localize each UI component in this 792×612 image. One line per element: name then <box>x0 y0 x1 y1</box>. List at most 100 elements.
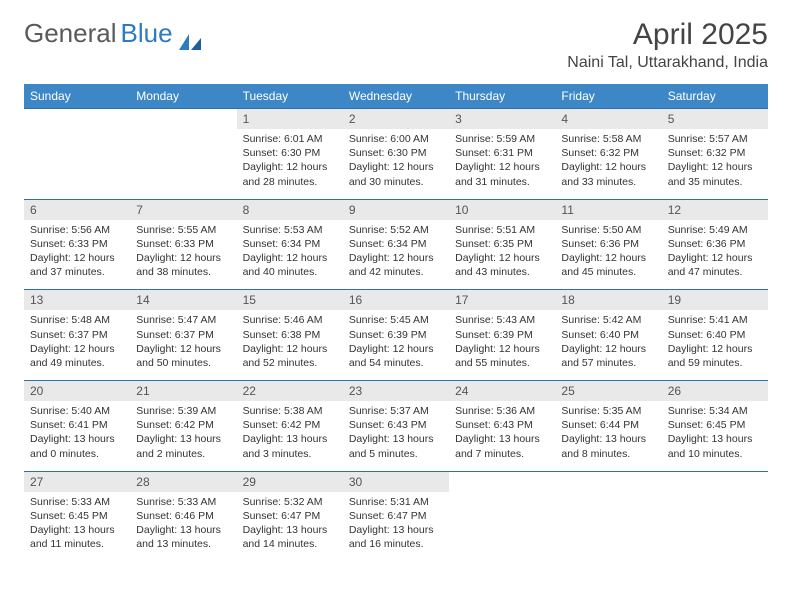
day-body: Sunrise: 5:31 AMSunset: 6:47 PMDaylight:… <box>343 492 449 562</box>
logo-text-part1: General <box>24 18 117 49</box>
sunrise-line: Sunrise: 5:32 AM <box>243 495 337 509</box>
day-cell: 13Sunrise: 5:48 AMSunset: 6:37 PMDayligh… <box>24 290 130 381</box>
day-number: 30 <box>343 472 449 492</box>
day-cell: 5Sunrise: 5:57 AMSunset: 6:32 PMDaylight… <box>662 109 768 200</box>
sunset-line: Sunset: 6:42 PM <box>136 418 230 432</box>
day-cell: 26Sunrise: 5:34 AMSunset: 6:45 PMDayligh… <box>662 381 768 472</box>
daylight-line: Daylight: 13 hours and 11 minutes. <box>30 523 124 551</box>
day-number: 10 <box>449 200 555 220</box>
sunset-line: Sunset: 6:30 PM <box>349 146 443 160</box>
sunrise-line: Sunrise: 5:48 AM <box>30 313 124 327</box>
sunrise-line: Sunrise: 5:58 AM <box>561 132 655 146</box>
day-body <box>24 115 130 173</box>
daylight-line: Daylight: 12 hours and 35 minutes. <box>668 160 762 188</box>
daylight-line: Daylight: 13 hours and 8 minutes. <box>561 432 655 460</box>
day-number: 26 <box>662 381 768 401</box>
day-cell: 21Sunrise: 5:39 AMSunset: 6:42 PMDayligh… <box>130 381 236 472</box>
daylight-line: Daylight: 12 hours and 45 minutes. <box>561 251 655 279</box>
sunset-line: Sunset: 6:47 PM <box>243 509 337 523</box>
day-body: Sunrise: 5:50 AMSunset: 6:36 PMDaylight:… <box>555 220 661 290</box>
day-number: 17 <box>449 290 555 310</box>
day-cell: 20Sunrise: 5:40 AMSunset: 6:41 PMDayligh… <box>24 381 130 472</box>
day-cell: 9Sunrise: 5:52 AMSunset: 6:34 PMDaylight… <box>343 199 449 290</box>
sunrise-line: Sunrise: 5:57 AM <box>668 132 762 146</box>
daylight-line: Daylight: 12 hours and 37 minutes. <box>30 251 124 279</box>
daylight-line: Daylight: 12 hours and 30 minutes. <box>349 160 443 188</box>
day-number: 19 <box>662 290 768 310</box>
day-cell: 30Sunrise: 5:31 AMSunset: 6:47 PMDayligh… <box>343 471 449 561</box>
sunset-line: Sunset: 6:38 PM <box>243 328 337 342</box>
sunrise-line: Sunrise: 5:41 AM <box>668 313 762 327</box>
sunset-line: Sunset: 6:32 PM <box>561 146 655 160</box>
day-cell: 12Sunrise: 5:49 AMSunset: 6:36 PMDayligh… <box>662 199 768 290</box>
day-cell: 2Sunrise: 6:00 AMSunset: 6:30 PMDaylight… <box>343 109 449 200</box>
sunrise-line: Sunrise: 5:59 AM <box>455 132 549 146</box>
day-number: 5 <box>662 109 768 129</box>
day-body: Sunrise: 5:45 AMSunset: 6:39 PMDaylight:… <box>343 310 449 380</box>
sunrise-line: Sunrise: 5:45 AM <box>349 313 443 327</box>
day-body: Sunrise: 5:34 AMSunset: 6:45 PMDaylight:… <box>662 401 768 471</box>
sunset-line: Sunset: 6:33 PM <box>136 237 230 251</box>
day-number: 14 <box>130 290 236 310</box>
week-row: 1Sunrise: 6:01 AMSunset: 6:30 PMDaylight… <box>24 109 768 200</box>
daylight-line: Daylight: 13 hours and 16 minutes. <box>349 523 443 551</box>
sunset-line: Sunset: 6:42 PM <box>243 418 337 432</box>
daylight-line: Daylight: 12 hours and 38 minutes. <box>136 251 230 279</box>
logo-text-part2: Blue <box>121 18 173 49</box>
day-cell: 17Sunrise: 5:43 AMSunset: 6:39 PMDayligh… <box>449 290 555 381</box>
dayhead-fri: Friday <box>555 84 661 109</box>
day-number: 7 <box>130 200 236 220</box>
sunrise-line: Sunrise: 5:46 AM <box>243 313 337 327</box>
week-row: 27Sunrise: 5:33 AMSunset: 6:45 PMDayligh… <box>24 471 768 561</box>
daylight-line: Daylight: 12 hours and 42 minutes. <box>349 251 443 279</box>
day-body: Sunrise: 5:53 AMSunset: 6:34 PMDaylight:… <box>237 220 343 290</box>
sunset-line: Sunset: 6:46 PM <box>136 509 230 523</box>
sunset-line: Sunset: 6:39 PM <box>455 328 549 342</box>
day-body: Sunrise: 5:58 AMSunset: 6:32 PMDaylight:… <box>555 129 661 199</box>
daylight-line: Daylight: 13 hours and 7 minutes. <box>455 432 549 460</box>
sunset-line: Sunset: 6:30 PM <box>243 146 337 160</box>
header: GeneralBlue April 2025 Naini Tal, Uttara… <box>24 18 768 72</box>
dayhead-mon: Monday <box>130 84 236 109</box>
sunset-line: Sunset: 6:35 PM <box>455 237 549 251</box>
day-number: 18 <box>555 290 661 310</box>
day-cell <box>24 109 130 200</box>
daylight-line: Daylight: 12 hours and 54 minutes. <box>349 342 443 370</box>
day-body: Sunrise: 5:56 AMSunset: 6:33 PMDaylight:… <box>24 220 130 290</box>
day-cell: 11Sunrise: 5:50 AMSunset: 6:36 PMDayligh… <box>555 199 661 290</box>
day-body <box>555 478 661 536</box>
day-cell: 19Sunrise: 5:41 AMSunset: 6:40 PMDayligh… <box>662 290 768 381</box>
week-row: 13Sunrise: 5:48 AMSunset: 6:37 PMDayligh… <box>24 290 768 381</box>
week-row: 6Sunrise: 5:56 AMSunset: 6:33 PMDaylight… <box>24 199 768 290</box>
logo: GeneralBlue <box>24 18 201 49</box>
daylight-line: Daylight: 12 hours and 52 minutes. <box>243 342 337 370</box>
sunrise-line: Sunrise: 5:43 AM <box>455 313 549 327</box>
day-body: Sunrise: 5:57 AMSunset: 6:32 PMDaylight:… <box>662 129 768 199</box>
sunset-line: Sunset: 6:45 PM <box>30 509 124 523</box>
sunrise-line: Sunrise: 5:49 AM <box>668 223 762 237</box>
sunrise-line: Sunrise: 5:40 AM <box>30 404 124 418</box>
day-body: Sunrise: 5:47 AMSunset: 6:37 PMDaylight:… <box>130 310 236 380</box>
day-cell: 3Sunrise: 5:59 AMSunset: 6:31 PMDaylight… <box>449 109 555 200</box>
day-cell: 7Sunrise: 5:55 AMSunset: 6:33 PMDaylight… <box>130 199 236 290</box>
day-cell: 27Sunrise: 5:33 AMSunset: 6:45 PMDayligh… <box>24 471 130 561</box>
sunrise-line: Sunrise: 5:42 AM <box>561 313 655 327</box>
sunrise-line: Sunrise: 5:53 AM <box>243 223 337 237</box>
day-body: Sunrise: 5:49 AMSunset: 6:36 PMDaylight:… <box>662 220 768 290</box>
sunset-line: Sunset: 6:37 PM <box>136 328 230 342</box>
day-body: Sunrise: 5:42 AMSunset: 6:40 PMDaylight:… <box>555 310 661 380</box>
daylight-line: Daylight: 13 hours and 10 minutes. <box>668 432 762 460</box>
daylight-line: Daylight: 13 hours and 3 minutes. <box>243 432 337 460</box>
day-cell: 15Sunrise: 5:46 AMSunset: 6:38 PMDayligh… <box>237 290 343 381</box>
sunrise-line: Sunrise: 5:37 AM <box>349 404 443 418</box>
sunset-line: Sunset: 6:36 PM <box>668 237 762 251</box>
day-number: 4 <box>555 109 661 129</box>
day-number: 21 <box>130 381 236 401</box>
sunrise-line: Sunrise: 5:34 AM <box>668 404 762 418</box>
day-cell: 6Sunrise: 5:56 AMSunset: 6:33 PMDaylight… <box>24 199 130 290</box>
dayhead-sun: Sunday <box>24 84 130 109</box>
sunset-line: Sunset: 6:40 PM <box>561 328 655 342</box>
day-number: 25 <box>555 381 661 401</box>
sunrise-line: Sunrise: 5:33 AM <box>30 495 124 509</box>
day-body: Sunrise: 5:48 AMSunset: 6:37 PMDaylight:… <box>24 310 130 380</box>
